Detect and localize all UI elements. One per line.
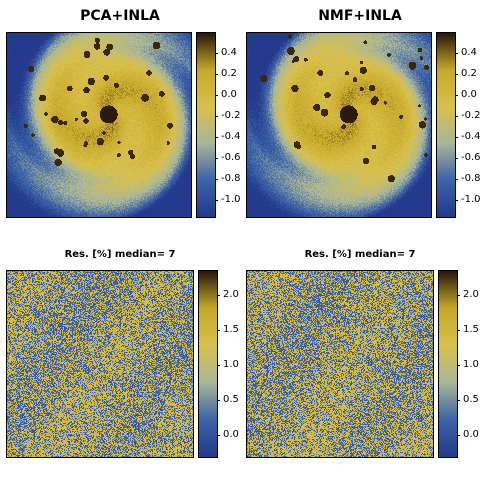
colorbar-tick-label: 0.4 xyxy=(461,47,477,58)
colorbar-tick-mark xyxy=(217,435,220,436)
colorbar-tick-mark xyxy=(215,200,218,201)
heatmap-nmf-inla xyxy=(246,32,432,218)
colorbar-pca-inla xyxy=(196,32,216,218)
colorbar-tick-mark xyxy=(455,116,458,117)
panel-title-nmf-inla: NMF+INLA xyxy=(318,8,402,24)
colorbar-tick-mark xyxy=(215,179,218,180)
colorbar-residual-pca xyxy=(198,270,218,458)
colorbar-tick-mark xyxy=(455,200,458,201)
colorbar-tick-label: -0.6 xyxy=(461,152,480,163)
panel-title-residual-pca: Res. [%] median= 7 xyxy=(64,249,176,260)
colorbar-tick-mark xyxy=(455,74,458,75)
colorbar-tick-label: 0.2 xyxy=(461,68,477,79)
colorbar-tick-mark xyxy=(455,95,458,96)
colorbar-tick-label: 0.0 xyxy=(221,89,237,100)
panel-title-residual-nmf: Res. [%] median= 7 xyxy=(304,249,416,260)
colorbar-tick-label: 0.5 xyxy=(463,394,479,405)
panel-title-pca-inla: PCA+INLA xyxy=(80,8,160,24)
heatmap-residual-nmf xyxy=(246,270,434,458)
colorbar-tick-label: -0.8 xyxy=(461,173,480,184)
colorbar-tick-label: 2.0 xyxy=(463,289,479,300)
heatmap-residual-pca xyxy=(6,270,194,458)
colorbar-tick-mark xyxy=(455,137,458,138)
colorbar-tick-label: -0.2 xyxy=(221,110,241,121)
colorbar-tick-label: 1.5 xyxy=(463,324,479,335)
colorbar-tick-label: -0.2 xyxy=(461,110,480,121)
colorbar-tick-mark xyxy=(457,330,460,331)
colorbar-tick-mark xyxy=(457,435,460,436)
colorbar-tick-mark xyxy=(217,365,220,366)
colorbar-tick-mark xyxy=(215,74,218,75)
colorbar-tick-mark xyxy=(457,295,460,296)
colorbar-tick-label: -1.0 xyxy=(221,194,241,205)
colorbar-residual-nmf xyxy=(438,270,458,458)
colorbar-tick-label: 1.5 xyxy=(223,324,239,335)
colorbar-tick-mark xyxy=(457,400,460,401)
colorbar-tick-mark xyxy=(215,137,218,138)
colorbar-tick-label: -0.6 xyxy=(221,152,241,163)
colorbar-tick-mark xyxy=(455,53,458,54)
colorbar-tick-mark xyxy=(217,295,220,296)
colorbar-tick-label: 1.0 xyxy=(463,359,479,370)
colorbar-tick-mark xyxy=(215,158,218,159)
colorbar-tick-label: 0.0 xyxy=(463,429,479,440)
colorbar-tick-mark xyxy=(215,116,218,117)
colorbar-tick-mark xyxy=(455,179,458,180)
colorbar-tick-label: 0.0 xyxy=(223,429,239,440)
colorbar-nmf-inla xyxy=(436,32,456,218)
colorbar-tick-label: 1.0 xyxy=(223,359,239,370)
colorbar-tick-label: 0.0 xyxy=(461,89,477,100)
colorbar-tick-label: -0.8 xyxy=(221,173,241,184)
colorbar-tick-mark xyxy=(455,158,458,159)
colorbar-tick-mark xyxy=(217,330,220,331)
colorbar-tick-label: -0.4 xyxy=(461,131,480,142)
colorbar-tick-mark xyxy=(215,53,218,54)
colorbar-tick-mark xyxy=(457,365,460,366)
heatmap-pca-inla xyxy=(6,32,192,218)
colorbar-tick-label: 0.2 xyxy=(221,68,237,79)
colorbar-tick-label: -0.4 xyxy=(221,131,241,142)
colorbar-tick-label: 2.0 xyxy=(223,289,239,300)
colorbar-tick-mark xyxy=(217,400,220,401)
colorbar-tick-label: 0.4 xyxy=(221,47,237,58)
colorbar-tick-label: -1.0 xyxy=(461,194,480,205)
colorbar-tick-mark xyxy=(215,95,218,96)
colorbar-tick-label: 0.5 xyxy=(223,394,239,405)
